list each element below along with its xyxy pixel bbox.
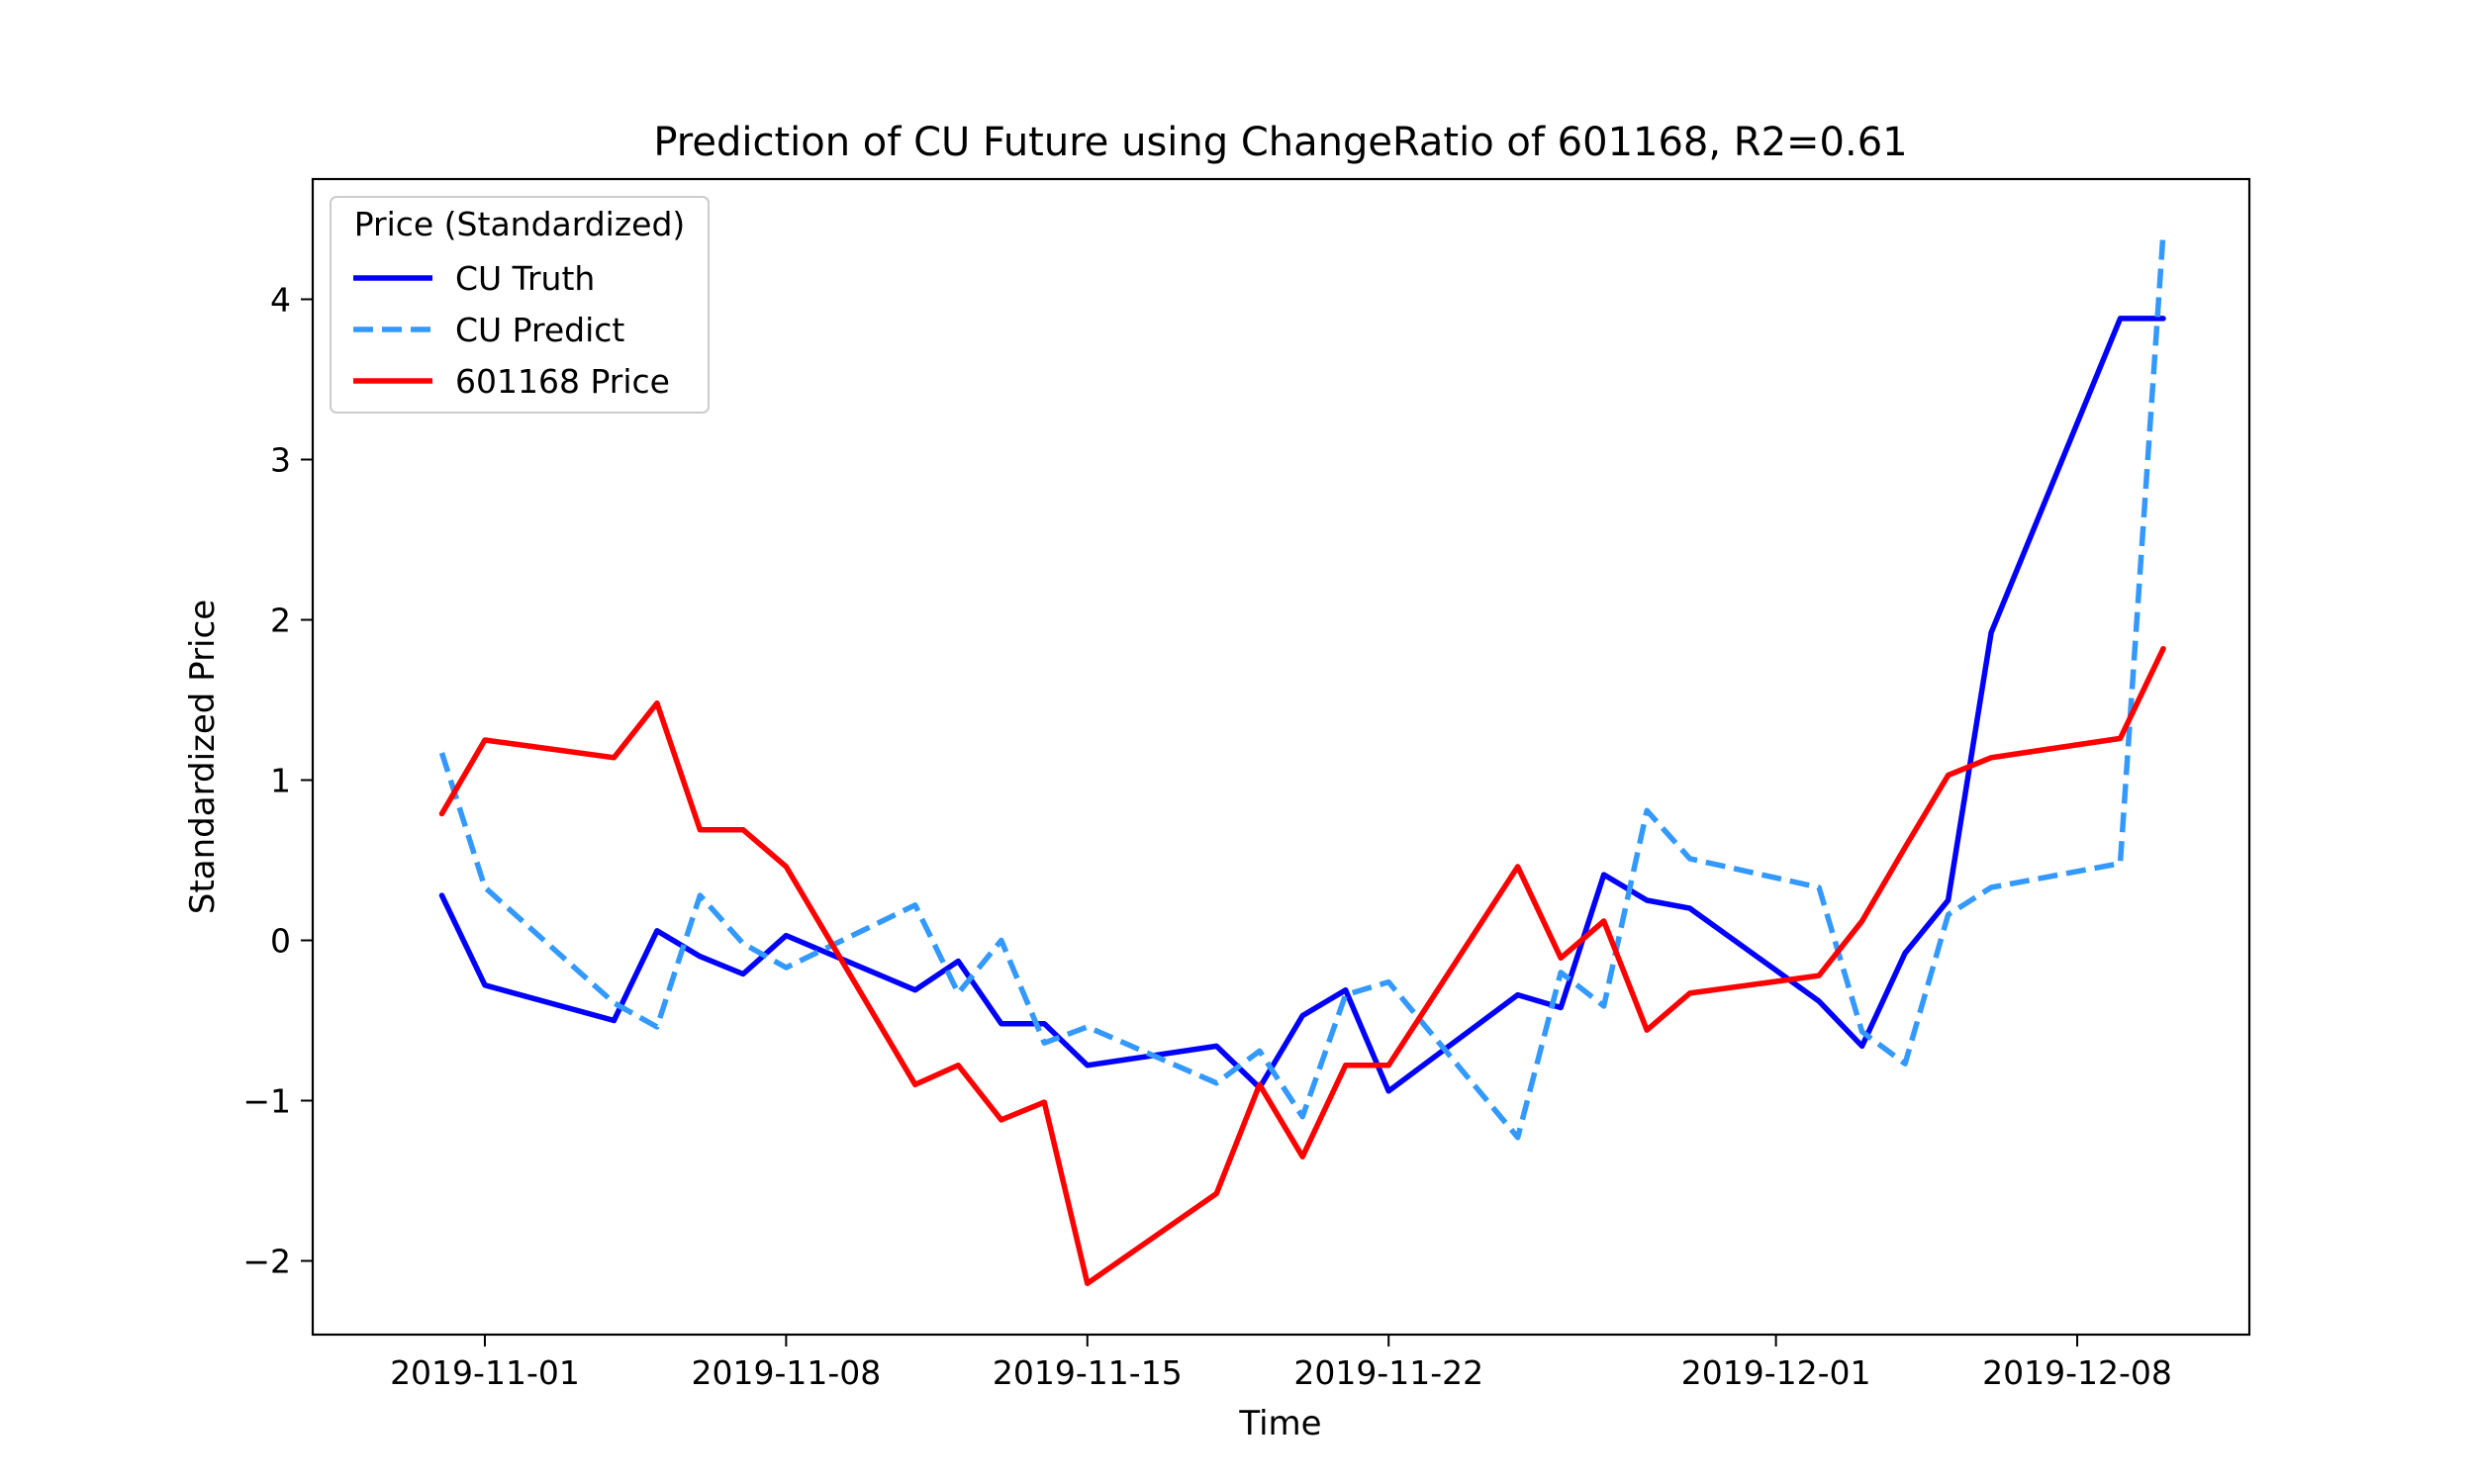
x-tick-label: 2019-11-15 (993, 1353, 1183, 1392)
legend-label: CU Predict (455, 311, 624, 349)
y-tick-label: 0 (270, 921, 291, 960)
x-tick-label: 2019-11-01 (390, 1353, 580, 1392)
y-axis-label: Standardized Price (183, 600, 223, 914)
legend: Price (Standardized) CU Truth CU Predict 6… (330, 196, 710, 414)
x-tick-label: 2019-12-08 (1982, 1353, 2172, 1392)
legend-label: CU Truth (455, 259, 595, 298)
y-axis: −2 −1 0 1 2 3 4 (242, 280, 313, 1280)
y-tick-label: −1 (242, 1081, 291, 1120)
series-line-601168-price (438, 645, 2166, 1286)
y-tick-label: 3 (270, 440, 291, 479)
x-tick-label: 2019-11-22 (1293, 1353, 1483, 1392)
legend-title: Price (Standardized) (354, 205, 686, 243)
series-line-cu-truth (438, 316, 2166, 1094)
legend-box (330, 196, 710, 414)
series-layer (438, 232, 2166, 1286)
legend-label: 601168 Price (455, 362, 670, 401)
x-axis-label: Time (1238, 1404, 1321, 1443)
series-line-cu-predict (438, 232, 2166, 1141)
y-tick-label: 4 (270, 280, 291, 319)
x-axis: 2019-11-01 2019-11-08 2019-11-15 2019-11-22… (390, 1335, 2172, 1392)
y-tick-label: −2 (242, 1242, 291, 1280)
chart-title: Prediction of CU Future using ChangeRati… (653, 120, 1907, 165)
y-tick-label: 1 (270, 761, 291, 799)
x-tick-label: 2019-12-01 (1681, 1353, 1871, 1392)
x-tick-label: 2019-11-08 (691, 1353, 881, 1392)
y-tick-label: 2 (270, 601, 291, 639)
